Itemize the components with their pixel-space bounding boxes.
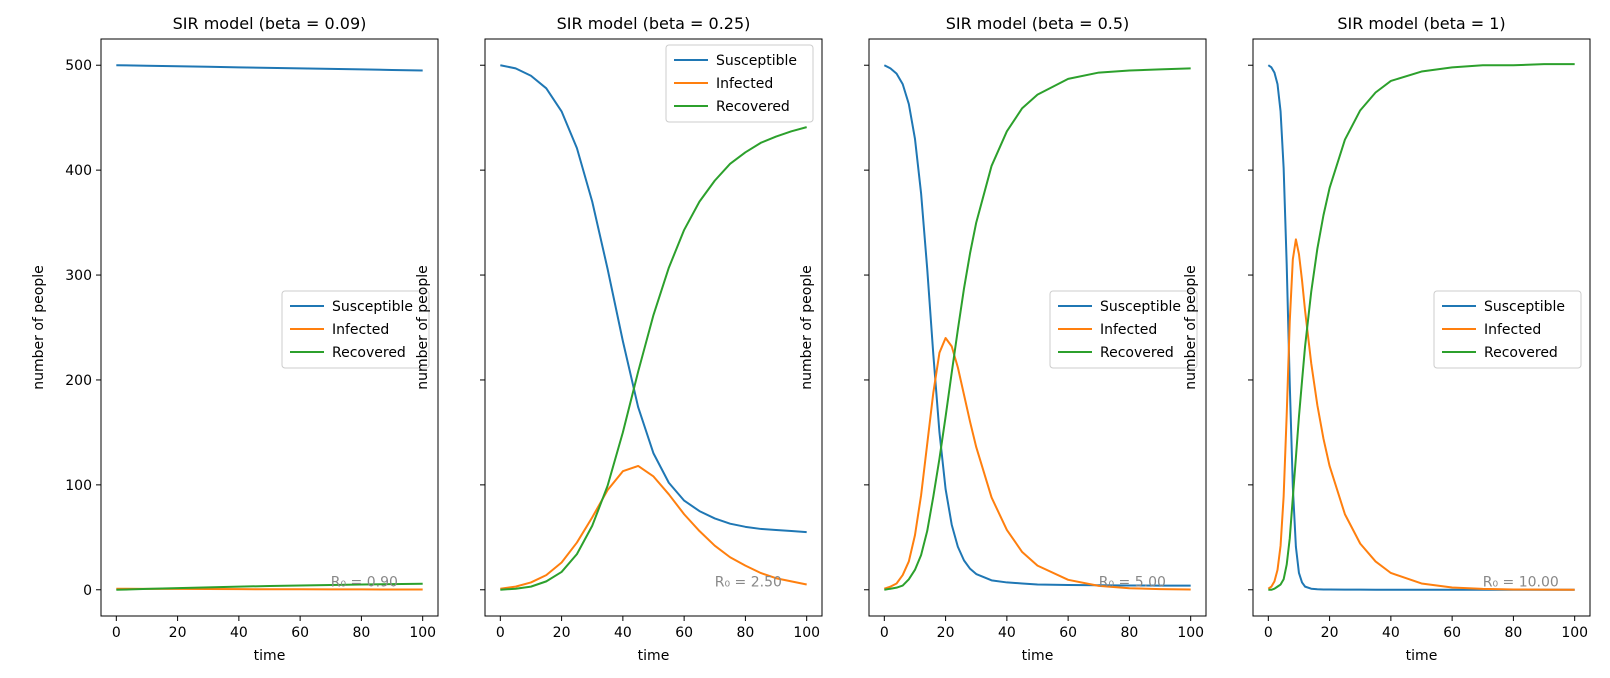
x-tick-label: 20 (553, 625, 571, 641)
legend-label: Recovered (1484, 345, 1558, 361)
x-tick-label: 80 (352, 625, 370, 641)
series-line-recovered (1268, 63, 1575, 591)
x-tick-label: 0 (496, 625, 505, 641)
series-line-infected (883, 336, 1191, 591)
chart-panel-1: SIR model (beta = 0.09) 0 20 40 60 80 100 0 100 2… (31, 14, 439, 664)
legend: Susceptible Infected Recovered (665, 44, 814, 123)
plot-frame (100, 38, 439, 617)
series-line-infected (1267, 238, 1575, 591)
x-tick-label: 0 (112, 625, 121, 641)
series-line-recovered (884, 67, 1191, 591)
y-tick-label: 500 (65, 58, 92, 74)
y-tick-label: 0 (83, 583, 92, 599)
series-line-susceptible (500, 64, 807, 534)
x-tick-label: 60 (675, 625, 693, 641)
x-tick-label: 60 (291, 625, 309, 641)
chart-panel-4: SIR model (beta = 1) 0 20 40 60 80 100 time numb… (1183, 14, 1591, 664)
legend-label: Infected (716, 76, 773, 92)
x-tick-label: 40 (614, 625, 632, 641)
r0-annotation: R₀ = 2.50 (715, 574, 782, 590)
legend-label: Recovered (1100, 345, 1174, 361)
x-tick-label: 80 (736, 625, 754, 641)
plot-frame (868, 38, 1207, 617)
chart-title: SIR model (beta = 1) (1337, 14, 1505, 33)
legend-label: Susceptible (332, 299, 413, 315)
series-line-recovered (500, 126, 807, 591)
x-axis-label: time (254, 648, 286, 664)
series-line-recovered (116, 582, 423, 591)
r0-annotation: R₀ = 5.00 (1099, 574, 1166, 590)
x-tick-label: 40 (230, 625, 248, 641)
x-tick-label: 20 (169, 625, 187, 641)
x-axis-label: time (1022, 648, 1054, 664)
legend: Susceptible Infected Recovered (1049, 290, 1198, 369)
y-tick-label: 300 (65, 268, 92, 284)
legend-label: Recovered (332, 345, 406, 361)
legend-label: Infected (1484, 322, 1541, 338)
legend: Susceptible Infected Recovered (281, 290, 430, 369)
legend-box (665, 44, 814, 123)
legend-label: Infected (332, 322, 389, 338)
legend-box (1433, 290, 1582, 369)
legend-box (281, 290, 430, 369)
y-axis-label: number of people (1183, 265, 1199, 390)
y-axis-label: number of people (799, 265, 815, 390)
x-tick-label: 60 (1443, 625, 1461, 641)
x-tick-label: 20 (937, 625, 955, 641)
legend: Susceptible Infected Recovered (1433, 290, 1582, 369)
x-tick-label: 0 (1264, 625, 1273, 641)
chart-panel-2: SIR model (beta = 0.25) 0 20 40 60 80 100 time n… (415, 14, 823, 664)
x-tick-label: 0 (880, 625, 889, 641)
r0-annotation: R₀ = 0.90 (331, 574, 398, 590)
x-tick-label: 100 (793, 625, 820, 641)
x-tick-label: 100 (1561, 625, 1588, 641)
series-line-susceptible (883, 64, 1191, 587)
legend-label: Susceptible (716, 53, 797, 69)
x-tick-label: 60 (1059, 625, 1077, 641)
chart-title: SIR model (beta = 0.25) (557, 14, 751, 33)
series-line-infected (500, 464, 807, 590)
legend-label: Susceptible (1100, 299, 1181, 315)
x-axis-label: time (1406, 648, 1438, 664)
x-tick-label: 20 (1321, 625, 1339, 641)
y-axis-label: number of people (31, 265, 47, 390)
x-tick-label: 100 (409, 625, 436, 641)
y-tick-label: 400 (65, 163, 92, 179)
y-tick-label: 200 (65, 373, 92, 389)
legend-label: Recovered (716, 99, 790, 115)
chart-title: SIR model (beta = 0.5) (946, 14, 1130, 33)
x-tick-label: 100 (1177, 625, 1204, 641)
legend-label: Infected (1100, 322, 1157, 338)
plot-frame (484, 38, 823, 617)
legend-box (1049, 290, 1198, 369)
chart-title: SIR model (beta = 0.09) (173, 14, 367, 33)
x-axis-label: time (638, 648, 670, 664)
x-tick-label: 80 (1120, 625, 1138, 641)
chart-panel-3: SIR model (beta = 0.5) 0 20 40 60 80 100 time nu… (799, 14, 1207, 664)
y-axis-label: number of people (415, 265, 431, 390)
x-tick-label: 40 (1382, 625, 1400, 641)
x-tick-label: 40 (998, 625, 1016, 641)
y-tick-label: 100 (65, 478, 92, 494)
r0-annotation: R₀ = 10.00 (1483, 574, 1559, 590)
x-tick-label: 80 (1504, 625, 1522, 641)
series-line-susceptible (1267, 64, 1575, 591)
plot-frame (1252, 38, 1591, 617)
legend-label: Susceptible (1484, 299, 1565, 315)
series-line-susceptible (116, 64, 423, 72)
